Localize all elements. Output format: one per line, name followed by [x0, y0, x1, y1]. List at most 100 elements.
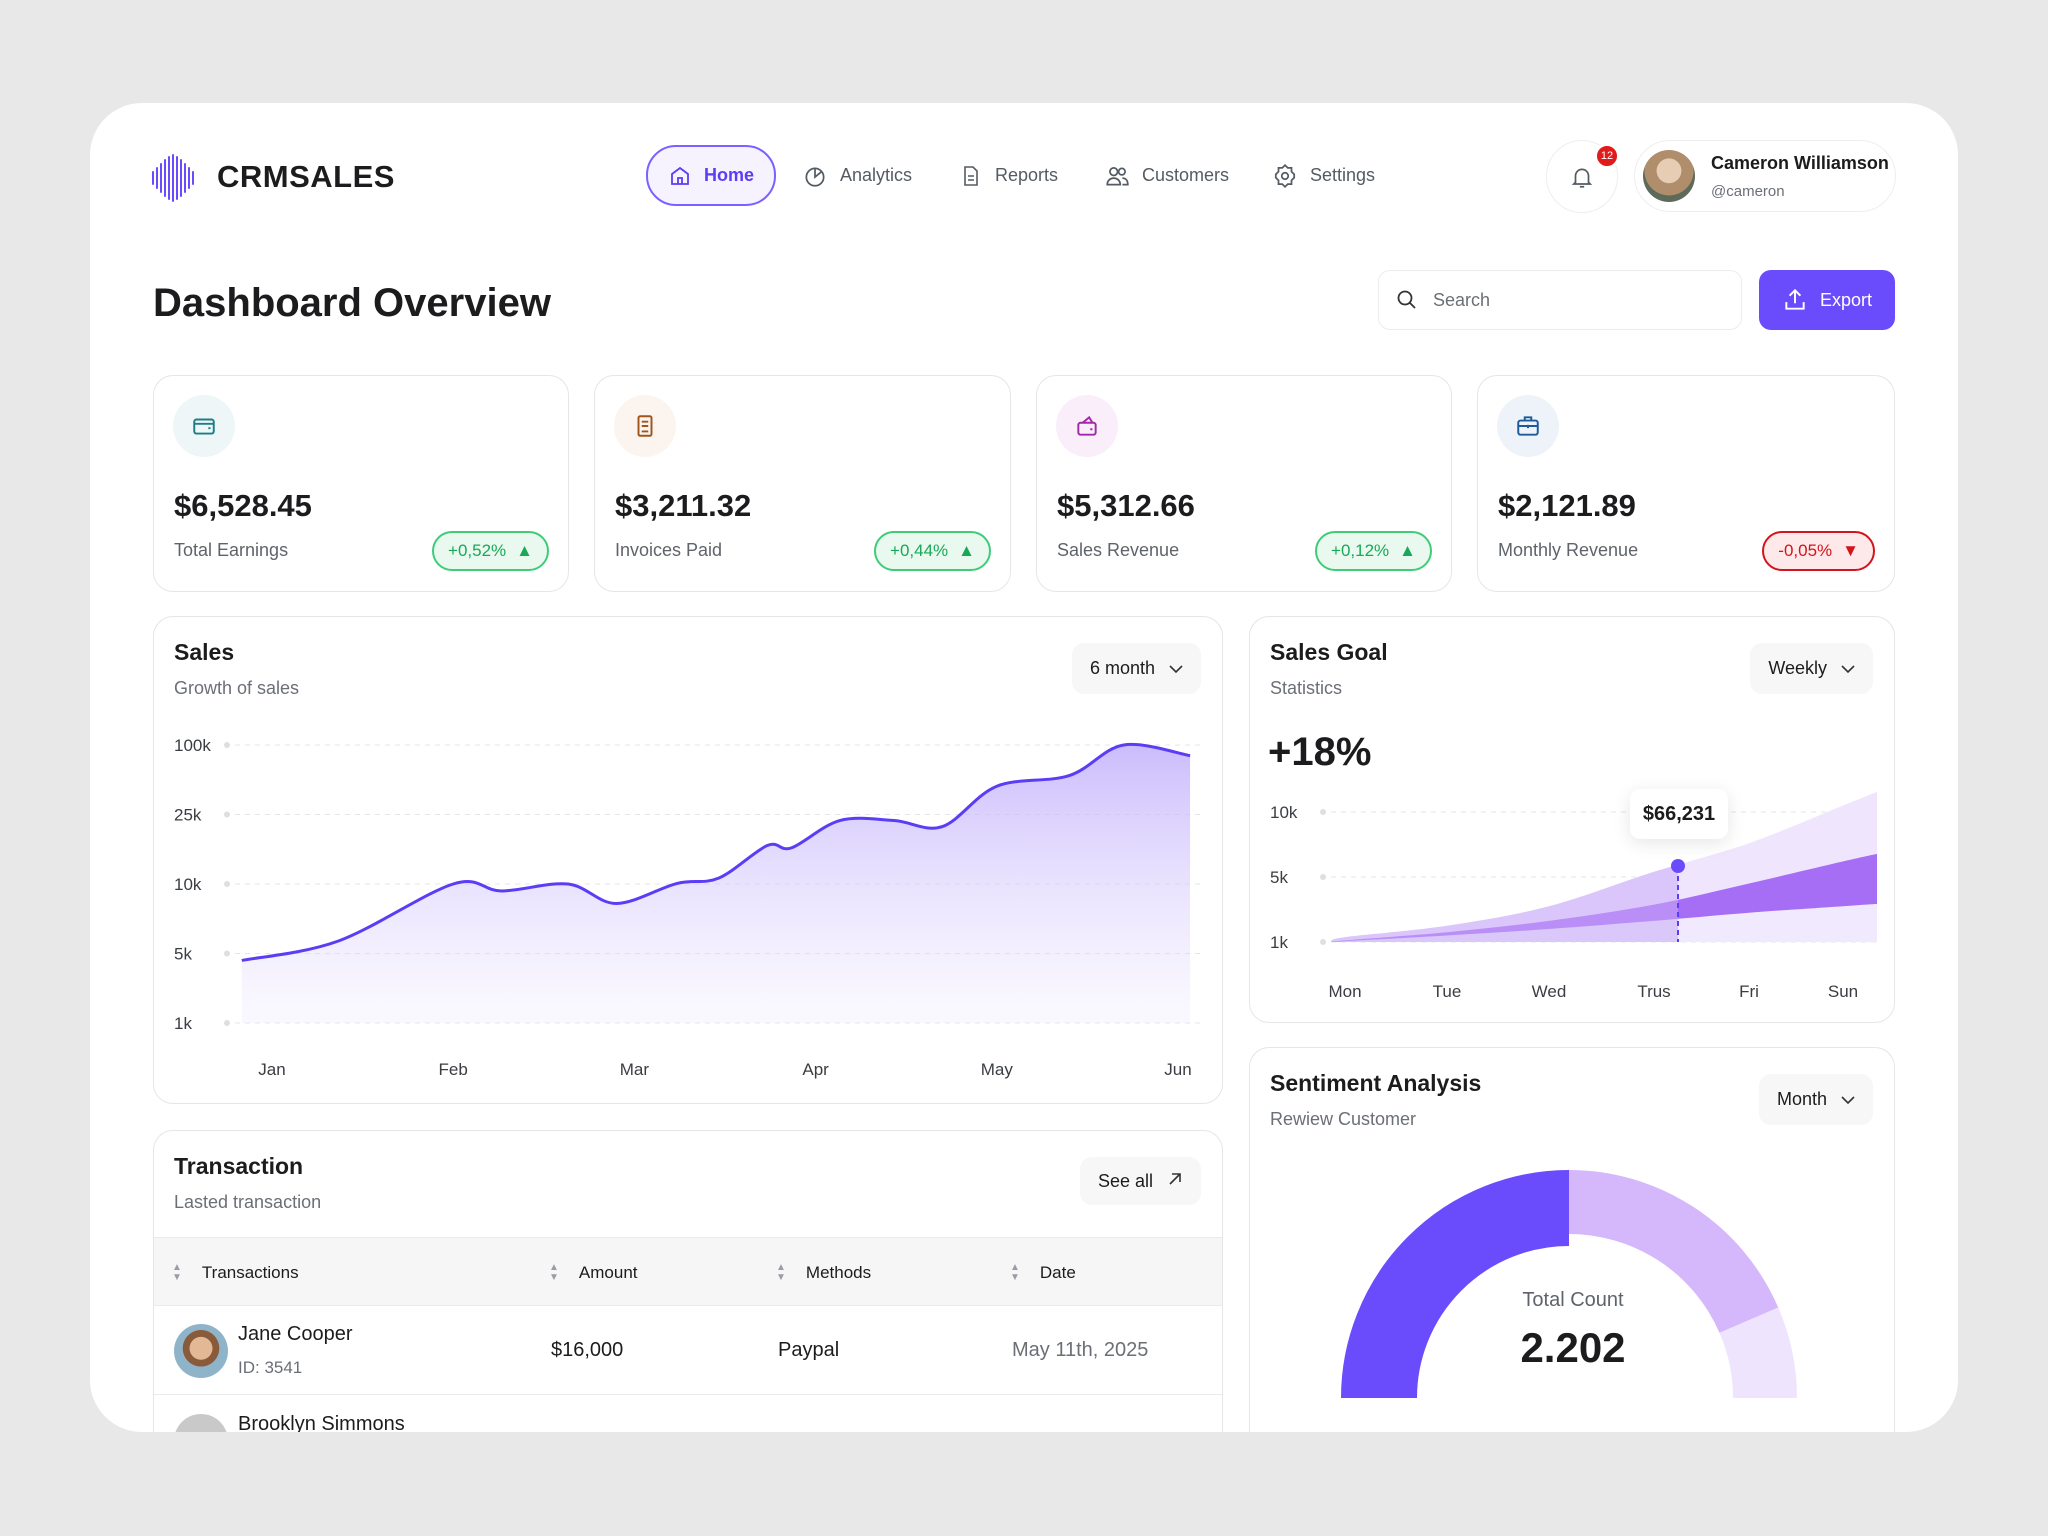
y-tick-dot: [1320, 809, 1326, 815]
dropdown-value: 6 month: [1089, 658, 1155, 678]
trend-value: +0,44%: [890, 541, 949, 560]
sort-icon: ▲ ▼: [1010, 1261, 1020, 1283]
sales-goal-chart: 1k 5k 10k Mon Tue Wed Trus Fri Sun: [1270, 791, 1877, 1001]
sales-period-dropdown[interactable]: 6 month: [1071, 643, 1201, 694]
sales-goal-change: +18%: [1268, 730, 1372, 774]
highlight-point: [1671, 859, 1685, 873]
column-amount[interactable]: ▲ ▼ Amount: [549, 1238, 638, 1307]
nav-analytics[interactable]: Analytics: [802, 145, 912, 206]
nav-label: Reports: [995, 165, 1059, 185]
wallet-icon: [173, 395, 235, 457]
user-avatar: [1643, 150, 1695, 202]
stat-card-invoices-paid: $3,211.32 Invoices Paid +0,44% ▲: [594, 375, 1011, 592]
sort-icon: ▲ ▼: [549, 1261, 559, 1283]
wallet-open-icon: [1056, 395, 1118, 457]
logo-icon: [149, 153, 199, 208]
nav-home[interactable]: Home: [646, 145, 777, 206]
sales-goal-subtitle: Statistics: [1270, 678, 1343, 698]
y-tick-label: 10k: [1270, 803, 1298, 822]
gear-icon: [1274, 163, 1296, 188]
sentiment-period-dropdown[interactable]: Month: [1758, 1074, 1873, 1125]
chevron-down-icon: [1169, 658, 1183, 679]
y-tick-label: 5k: [174, 945, 192, 964]
customer-id: ID: 3541: [238, 1358, 303, 1377]
nav-settings[interactable]: Settings: [1272, 145, 1375, 206]
logo-bar: [160, 163, 162, 193]
table-row[interactable]: Brooklyn Simmons: [154, 1396, 1222, 1432]
y-tick-dot: [1320, 874, 1326, 880]
stat-card-total-earnings: $6,528.45 Total Earnings +0,52% ▲: [153, 375, 569, 592]
x-tick-label: Sun: [1828, 982, 1858, 1001]
y-tick-dot: [224, 1020, 230, 1026]
y-tick-label: 10k: [174, 875, 202, 894]
dashboard-window: CRMSALES Home Analytics Reports Customer…: [90, 103, 1958, 1432]
user-profile[interactable]: Cameron Williamson @cameron: [1634, 140, 1896, 212]
search-placeholder: Search: [1433, 289, 1491, 310]
sales-subtitle: Growth of sales: [174, 678, 300, 698]
y-tick-label: 25k: [174, 806, 202, 825]
dropdown-value: Weekly: [1768, 658, 1827, 678]
brand-name: CRMSALES: [217, 159, 395, 194]
stat-card-sales-revenue: $5,312.66 Sales Revenue +0,12% ▲: [1036, 375, 1452, 592]
sales-card: Sales Growth of sales 6 month 1k 5k 10k 25k…: [153, 616, 1223, 1104]
export-button[interactable]: Export: [1759, 270, 1895, 330]
customer-avatar: [174, 1324, 228, 1378]
nav-reports[interactable]: Reports: [959, 145, 1058, 206]
stat-value: $5,312.66: [1057, 488, 1195, 523]
nav-label: Customers: [1142, 165, 1230, 185]
notification-badge: 12: [1595, 144, 1619, 168]
sales-line: [241, 742, 1191, 962]
notifications-button[interactable]: 12: [1546, 140, 1619, 213]
table-row[interactable]: Jane Cooper ID: 3541 $16,000 Paypal May …: [154, 1306, 1222, 1395]
users-icon: [1106, 166, 1129, 186]
x-tick-label: Fri: [1739, 982, 1759, 1001]
upload-icon: [1785, 288, 1805, 310]
logo-bar: [188, 167, 190, 189]
search-input[interactable]: Search: [1378, 270, 1742, 330]
trend-value: +0,52%: [448, 541, 507, 560]
pie-chart-icon: [805, 167, 825, 187]
chevron-down-icon: [1841, 658, 1855, 679]
trend-badge: +0,44% ▲: [874, 531, 991, 571]
gauge-slice: [1719, 1307, 1797, 1399]
logo-bar: [180, 159, 182, 197]
trend-value: -0,05%: [1778, 541, 1833, 560]
transaction-card: Transaction Lasted transaction See all ▲…: [153, 1130, 1223, 1432]
sort-icon: ▲ ▼: [776, 1261, 786, 1283]
search-icon: [1397, 290, 1416, 309]
stat-value: $6,528.45: [174, 488, 312, 523]
y-tick-dot: [224, 881, 230, 887]
column-label: Date: [1039, 1262, 1076, 1282]
sales-goal-period-dropdown[interactable]: Weekly: [1750, 643, 1873, 694]
x-tick-label: Tue: [1433, 982, 1462, 1001]
chevron-down-icon: [1841, 1089, 1855, 1110]
logo-bar: [192, 171, 194, 185]
column-methods[interactable]: ▲ ▼ Methods: [776, 1238, 871, 1307]
logo-bar: [156, 167, 158, 189]
triangle-up-icon: ▲: [958, 541, 975, 560]
stat-label: Monthly Revenue: [1498, 540, 1639, 560]
y-tick-dot: [224, 811, 230, 818]
y-tick-dot: [224, 950, 230, 957]
nav-customers[interactable]: Customers: [1104, 145, 1229, 206]
trend-badge: +0,12% ▲: [1315, 531, 1432, 571]
export-label: Export: [1819, 289, 1873, 310]
sort-icon: ▲ ▼: [172, 1261, 182, 1283]
logo-bar: [172, 154, 174, 202]
date: May 11th, 2025: [1012, 1339, 1149, 1361]
goal-area-past: [1331, 864, 1678, 942]
column-transactions[interactable]: ▲ ▼ Transactions: [172, 1238, 299, 1307]
x-tick-label: Mar: [620, 1060, 650, 1079]
column-date[interactable]: ▲ ▼ Date: [1010, 1238, 1076, 1307]
triangle-up-icon: ▲: [1399, 541, 1416, 560]
see-all-button[interactable]: See all: [1079, 1157, 1201, 1205]
document-icon: [964, 165, 978, 186]
y-tick-dot: [224, 742, 230, 748]
stat-label: Invoices Paid: [615, 540, 723, 560]
x-tick-label: Trus: [1637, 982, 1670, 1001]
trend-value: +0,12%: [1331, 541, 1390, 560]
page-title: Dashboard Overview: [153, 281, 551, 325]
column-label: Amount: [578, 1262, 638, 1282]
logo-bar: [184, 163, 186, 193]
sentiment-title: Sentiment Analysis: [1270, 1070, 1482, 1096]
